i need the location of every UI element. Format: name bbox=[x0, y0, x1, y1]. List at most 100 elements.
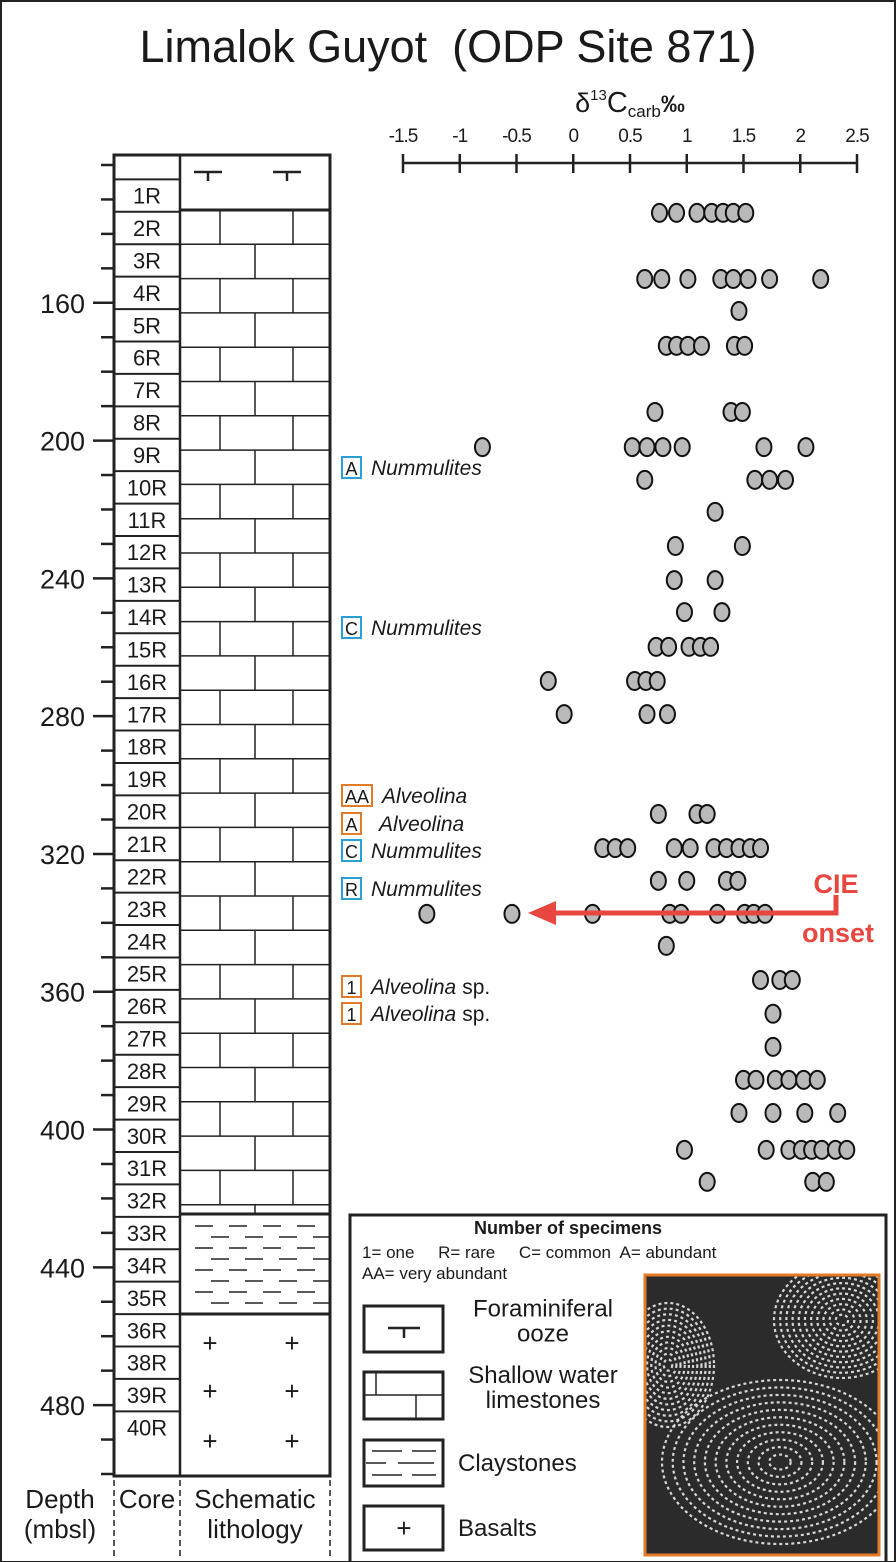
abundance-code: 1 bbox=[346, 1005, 356, 1025]
taxon-name: Nummulites bbox=[371, 457, 482, 480]
core-label: 25R bbox=[127, 962, 167, 987]
basalt-symbol: + bbox=[284, 1328, 299, 1358]
x-tick-label: 2.5 bbox=[845, 126, 869, 147]
data-point bbox=[764, 1036, 782, 1057]
x-label-base: C bbox=[607, 87, 628, 119]
data-point bbox=[776, 469, 794, 490]
abundance-code: R bbox=[345, 880, 358, 900]
data-point bbox=[619, 838, 637, 859]
cie-arrowhead bbox=[528, 901, 556, 925]
data-point bbox=[623, 437, 641, 458]
abundance-box bbox=[341, 839, 362, 862]
core-label: 33R bbox=[127, 1221, 167, 1246]
data-point bbox=[653, 269, 671, 290]
core-label: 13R bbox=[127, 573, 167, 598]
abundance-box bbox=[341, 877, 362, 900]
photo-whorl bbox=[757, 1445, 803, 1479]
core-label: 3R bbox=[133, 248, 161, 273]
data-point bbox=[755, 437, 773, 458]
data-point bbox=[812, 269, 830, 290]
legend-frame bbox=[348, 1213, 888, 1562]
photo-whorl bbox=[650, 1341, 686, 1389]
data-point bbox=[729, 870, 747, 891]
data-point bbox=[646, 401, 664, 422]
y-tick-label: 320 bbox=[40, 840, 85, 870]
data-point bbox=[649, 803, 667, 824]
core-label: 16R bbox=[127, 670, 167, 695]
data-point bbox=[797, 437, 815, 458]
x-tick-label: 2 bbox=[795, 126, 805, 147]
taxon-label: Alveolina sp. bbox=[369, 976, 490, 999]
core-label: 35R bbox=[127, 1286, 167, 1311]
data-point bbox=[638, 704, 656, 725]
taxon-name: Nummulites bbox=[371, 840, 482, 863]
data-point bbox=[736, 335, 754, 356]
data-point bbox=[752, 838, 770, 859]
taxon-label: Nummulites bbox=[371, 840, 482, 863]
core-label: 23R bbox=[127, 897, 167, 922]
data-point bbox=[730, 1102, 748, 1123]
taxon-label: Alveolina bbox=[377, 813, 464, 836]
abundance-code: AA bbox=[345, 787, 369, 807]
core-label: 38R bbox=[127, 1351, 167, 1376]
abundance-box bbox=[341, 812, 362, 835]
photo-whorl bbox=[834, 1313, 850, 1327]
data-point bbox=[706, 570, 724, 591]
taxon-name: Nummulites bbox=[371, 617, 482, 640]
data-point bbox=[654, 437, 672, 458]
photo-whorl bbox=[746, 1438, 814, 1486]
photo-whorl bbox=[822, 1303, 862, 1337]
photo-whorl bbox=[703, 1408, 857, 1516]
legend-label: Shallow water bbox=[468, 1362, 617, 1389]
annotations: A Nummulites C Nummulites AA Alveolina A Alveol… bbox=[341, 456, 490, 1026]
legend-label: Claystones bbox=[458, 1450, 577, 1477]
taxon-label: Nummulites bbox=[371, 878, 482, 901]
taxon-name: Alveolina bbox=[369, 976, 456, 999]
photo-whorl bbox=[816, 1297, 868, 1343]
data-point bbox=[658, 704, 676, 725]
core-label: 30R bbox=[127, 1124, 167, 1149]
photo-whorl bbox=[735, 1431, 825, 1493]
core-label: 4R bbox=[133, 281, 161, 306]
abundance-code: A bbox=[345, 815, 357, 835]
core-label: 17R bbox=[127, 702, 167, 727]
data-point bbox=[473, 437, 491, 458]
photo-whorl bbox=[785, 1275, 879, 1369]
x-label-unit: ‰ bbox=[661, 91, 685, 118]
photo-whorl bbox=[645, 1301, 716, 1429]
photo-whorl bbox=[645, 1324, 699, 1406]
legend-key: AA= very abundant bbox=[362, 1264, 507, 1283]
data-point bbox=[783, 970, 801, 991]
abundance-box bbox=[341, 616, 362, 639]
y-tick-label: 400 bbox=[40, 1116, 85, 1146]
data-point bbox=[688, 202, 706, 223]
core-label: 22R bbox=[127, 864, 167, 889]
basalt-symbol: + bbox=[202, 1426, 217, 1456]
data-point bbox=[418, 903, 436, 924]
basalt-symbol: + bbox=[202, 1376, 217, 1406]
y-tick-label: 160 bbox=[40, 289, 85, 319]
taxon-name: Nummulites bbox=[371, 878, 482, 901]
data-point bbox=[706, 501, 724, 522]
data-points bbox=[418, 202, 856, 1192]
core-label: 14R bbox=[127, 605, 167, 630]
x-label-sup: 13 bbox=[590, 87, 607, 104]
photo-bg bbox=[645, 1275, 879, 1555]
photo-whorl bbox=[693, 1401, 867, 1523]
photo-whorl bbox=[797, 1282, 879, 1358]
photo-whorl bbox=[682, 1393, 878, 1531]
abundance-code: C bbox=[345, 619, 358, 639]
data-point bbox=[698, 803, 716, 824]
y-tick-label: 360 bbox=[40, 978, 85, 1008]
data-point bbox=[681, 838, 699, 859]
core-label: 39R bbox=[127, 1383, 167, 1408]
data-point bbox=[673, 437, 691, 458]
abundance-code: C bbox=[345, 842, 358, 862]
data-point bbox=[730, 301, 748, 322]
data-point bbox=[713, 602, 731, 623]
data-point bbox=[739, 269, 757, 290]
core-label: 21R bbox=[127, 832, 167, 857]
taxon-suffix: sp. bbox=[462, 1003, 490, 1026]
data-point bbox=[733, 535, 751, 556]
